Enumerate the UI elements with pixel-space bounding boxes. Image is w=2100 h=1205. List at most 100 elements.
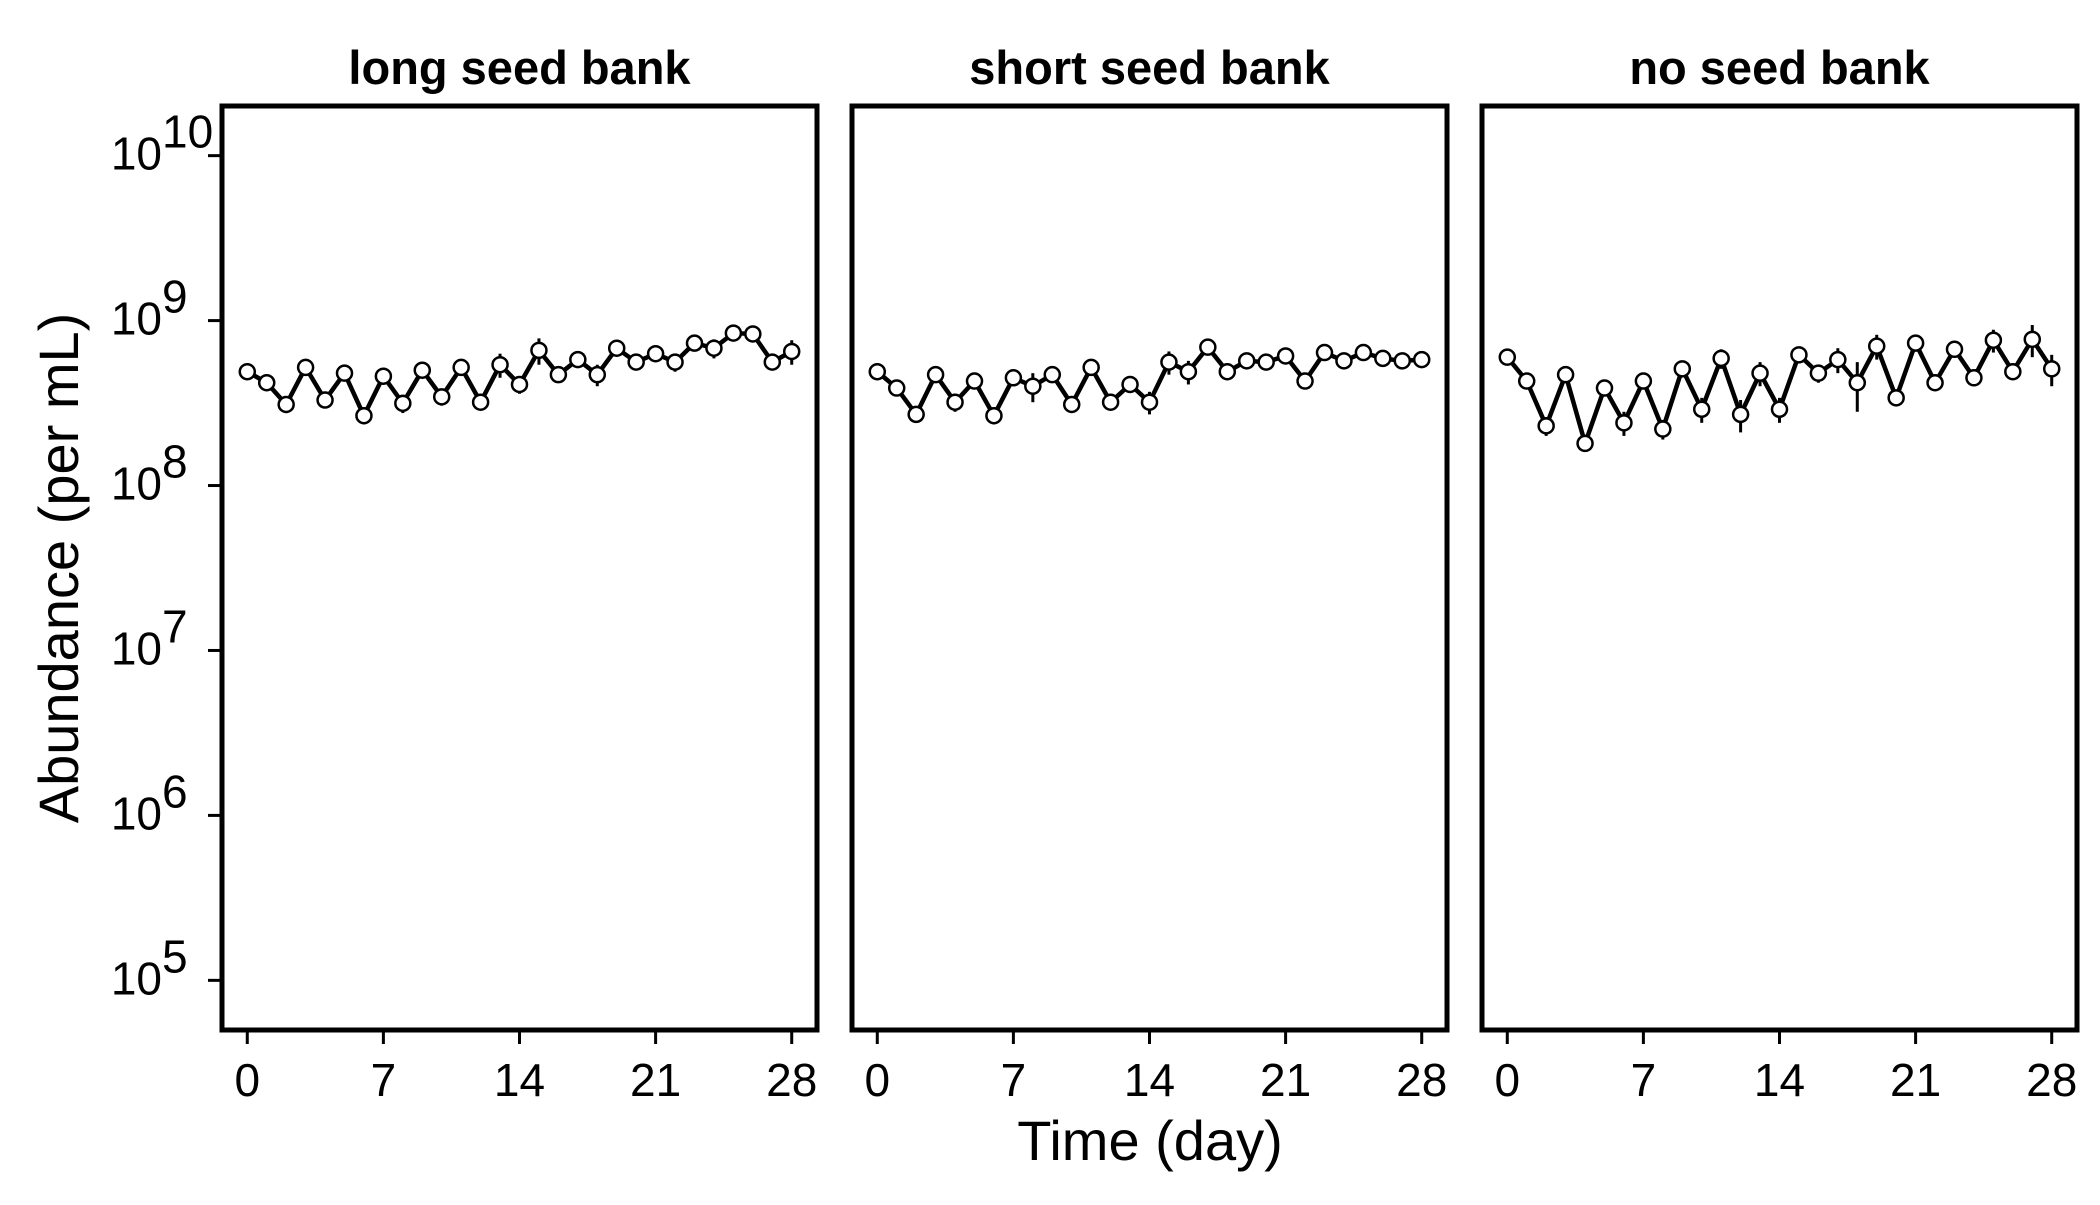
data-point — [627, 353, 645, 371]
data-point — [1556, 365, 1575, 384]
y-tick-label: 10 — [111, 952, 162, 1004]
data-point — [1712, 349, 1730, 368]
data-point — [374, 367, 393, 385]
data-point — [1770, 400, 1789, 419]
data-point — [1354, 343, 1373, 362]
x-tick-label: 7 — [1631, 1054, 1657, 1106]
y-tick-exponent: 6 — [162, 765, 188, 817]
data-point — [2004, 362, 2022, 381]
data-point — [1179, 362, 1198, 381]
data-point — [1887, 389, 1905, 407]
data-point — [257, 373, 276, 392]
data-point — [510, 375, 529, 394]
data-point — [1595, 379, 1614, 397]
data-point — [887, 379, 906, 397]
data-point — [1731, 405, 1750, 424]
data-point — [1615, 414, 1633, 432]
data-point — [2042, 360, 2061, 378]
data-point — [1537, 417, 1555, 435]
data-point — [1315, 343, 1334, 362]
data-point — [926, 365, 945, 384]
x-tick-label: 0 — [864, 1054, 890, 1106]
data-point — [588, 365, 607, 384]
data-point — [1848, 373, 1867, 392]
data-point — [1412, 350, 1431, 369]
data-point — [238, 362, 257, 381]
data-point — [1237, 352, 1256, 370]
panel-title: short seed bank — [969, 41, 1330, 94]
data-point — [782, 342, 801, 361]
data-point — [1517, 372, 1536, 390]
data-point — [666, 353, 684, 371]
data-point — [1945, 340, 1964, 359]
data-point — [1867, 337, 1886, 355]
data-point — [1062, 395, 1081, 414]
data-point — [1199, 338, 1217, 356]
x-tick-label: 14 — [1754, 1054, 1805, 1106]
data-point — [1393, 352, 1412, 370]
data-point — [549, 365, 568, 384]
data-point — [1926, 373, 1944, 392]
data-point — [907, 405, 925, 424]
data-point — [394, 394, 412, 413]
data-point — [355, 406, 373, 425]
x-tick-label: 21 — [1890, 1054, 1941, 1106]
data-point — [1121, 375, 1139, 394]
y-tick-exponent: 8 — [162, 436, 188, 488]
panel-frame — [849, 103, 1450, 1033]
x-tick-label: 28 — [1396, 1054, 1447, 1106]
x-tick-label: 0 — [1494, 1054, 1520, 1106]
data-point — [569, 350, 587, 369]
data-point — [1024, 377, 1042, 395]
data-point — [1276, 347, 1295, 365]
y-axis-title: Abundance (per mL) — [27, 313, 90, 824]
panel-title: no seed bank — [1629, 41, 1930, 94]
x-tick-label: 28 — [2026, 1054, 2077, 1106]
y-tick-label: 10 — [111, 458, 162, 510]
data-point — [1984, 331, 2003, 349]
data-point — [1906, 334, 1925, 352]
data-point — [413, 361, 432, 379]
panel-1: long seed bank 0 7 14 21 28 — [219, 41, 820, 1106]
y-tick-exponent: 10 — [162, 106, 213, 158]
data-point — [763, 353, 782, 371]
data-point — [724, 324, 743, 342]
x-tick-label: 21 — [630, 1054, 681, 1106]
data-point — [1140, 393, 1159, 411]
y-tick-label: 10 — [111, 787, 162, 839]
data-point — [646, 344, 665, 363]
x-tick-label: 7 — [1001, 1054, 1027, 1106]
data-point — [946, 393, 964, 411]
data-point — [1004, 369, 1023, 387]
x-tick-label: 7 — [371, 1054, 397, 1106]
panel-3: no seed bank 0 7 14 21 28 — [1479, 41, 2080, 1106]
data-point — [1257, 353, 1275, 371]
data-point — [452, 358, 470, 377]
x-tick-label: 28 — [766, 1054, 817, 1106]
data-point — [1335, 352, 1353, 370]
data-point — [1965, 369, 1983, 387]
y-tick-label: 10 — [111, 128, 162, 180]
data-point — [335, 364, 354, 382]
panel-title: long seed bank — [348, 41, 691, 94]
x-tick-label: 14 — [494, 1054, 545, 1106]
data-point — [607, 339, 626, 357]
data-point — [1692, 400, 1711, 419]
x-tick-label: 14 — [1124, 1054, 1175, 1106]
data-point — [277, 395, 295, 414]
data-point — [2023, 330, 2042, 349]
data-point — [1160, 353, 1178, 371]
data-point — [1829, 350, 1847, 369]
x-tick-label: 21 — [1260, 1054, 1311, 1106]
data-point — [1809, 364, 1828, 382]
data-point — [1043, 365, 1062, 384]
data-point — [1654, 420, 1672, 438]
data-point — [685, 334, 704, 352]
y-tick-exponent: 7 — [162, 600, 188, 652]
series-line — [1505, 335, 2054, 451]
data-point — [1673, 360, 1692, 378]
data-point — [1634, 372, 1653, 390]
data-point — [432, 388, 451, 406]
